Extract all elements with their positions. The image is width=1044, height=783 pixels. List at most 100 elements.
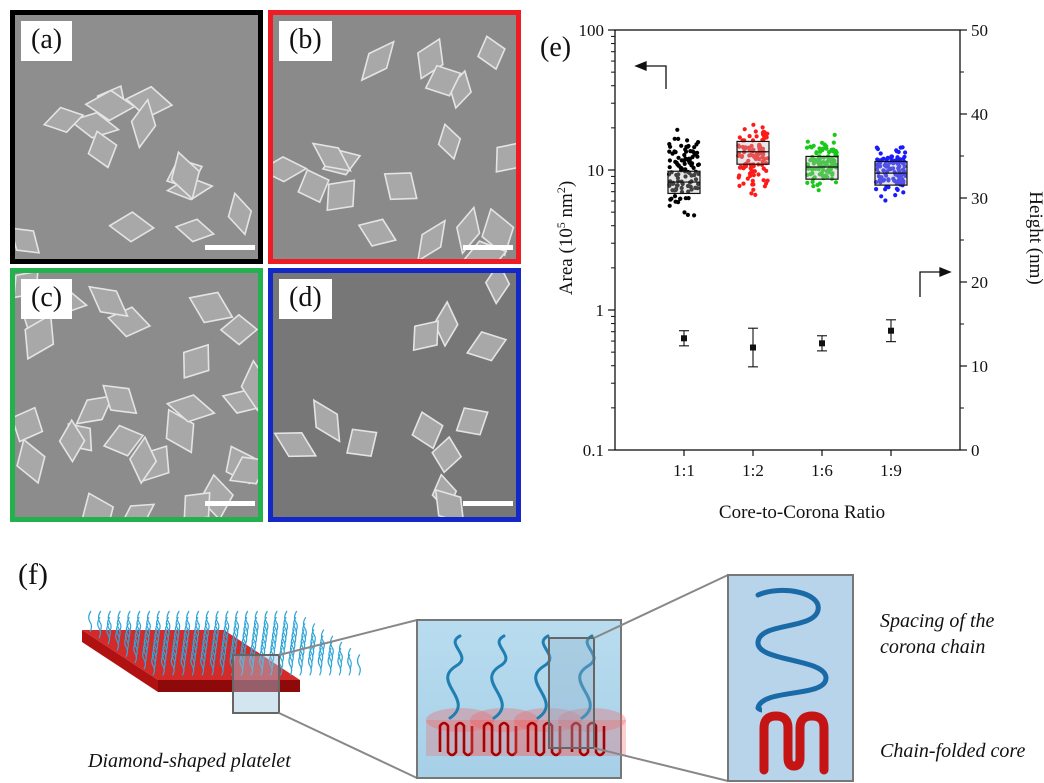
area-point — [737, 135, 742, 140]
area-point — [881, 168, 886, 173]
corona-chain — [337, 654, 342, 676]
area-height-chart: (e) 0.1 1 10 100 0 10 20 30 40 50 1:1 1:2 1:6 1:9 Cor… — [540, 21, 1044, 523]
single-chain-detail — [727, 574, 854, 782]
area-point — [676, 172, 681, 177]
corona-chain — [446, 634, 464, 720]
corona-chain — [117, 610, 122, 633]
area-point — [901, 190, 906, 195]
corona-chain — [142, 641, 147, 664]
platelet-particle — [240, 359, 258, 412]
platelet-particle — [434, 488, 465, 517]
corona-chain — [302, 623, 307, 645]
corona-chain — [317, 654, 322, 676]
panel-label-b: (b) — [279, 21, 332, 61]
corona-chain — [185, 616, 190, 639]
area-point — [742, 147, 747, 152]
area-point — [876, 174, 881, 179]
platelet-particle — [84, 89, 137, 122]
folded-core-chain — [526, 721, 562, 757]
corona-chain — [221, 641, 226, 664]
corona-chain — [215, 610, 220, 633]
area-point — [814, 150, 819, 155]
area-point — [878, 164, 883, 169]
platelet-particle — [273, 431, 318, 458]
area-point — [754, 134, 759, 139]
corona-chain — [174, 623, 179, 645]
corona-chain — [318, 647, 323, 670]
area-point — [895, 155, 900, 160]
corona-chain — [124, 629, 129, 651]
area-point — [679, 158, 684, 163]
area-point — [753, 192, 758, 197]
corona-chain — [282, 623, 287, 645]
area-point — [751, 187, 756, 192]
area-point — [682, 210, 687, 215]
area-point — [747, 153, 752, 158]
area-point — [885, 169, 890, 174]
x-axis-title: Core-to-Corona Ratio — [719, 502, 885, 523]
platelet-particle — [433, 300, 459, 348]
platelet-particle — [424, 64, 462, 97]
caption-spacing-line1: Spacing of the — [880, 610, 995, 632]
corona-chain — [181, 647, 186, 670]
corona-chain — [231, 641, 236, 664]
corona-chain — [195, 616, 200, 639]
area-point — [686, 143, 691, 149]
corona-chain — [311, 629, 316, 651]
right-tick-label: 30 — [971, 189, 988, 208]
area-point — [819, 170, 824, 175]
platelet-particle — [297, 168, 330, 204]
right-tick-label: 40 — [971, 105, 988, 124]
corona-chain — [191, 641, 196, 664]
area-point — [903, 150, 908, 155]
platelet-particle — [417, 37, 444, 80]
corona-chain — [253, 616, 258, 639]
area-point — [829, 160, 834, 165]
corona-chain — [186, 610, 191, 633]
area-point — [672, 188, 677, 193]
corona-chain — [290, 635, 295, 658]
area-point — [831, 140, 836, 145]
corona-chain — [308, 647, 313, 670]
area-point — [676, 155, 681, 160]
corona-chain — [261, 635, 266, 658]
area-point — [764, 168, 769, 173]
area-point — [819, 140, 825, 145]
area-point — [898, 145, 903, 150]
diamond-platelet — [82, 610, 361, 714]
corona-chain — [281, 629, 286, 651]
height-point — [750, 344, 756, 351]
area-point — [690, 155, 695, 160]
platelet-particle — [346, 428, 378, 458]
corona-chain — [250, 641, 255, 664]
scale-bar-d — [463, 501, 513, 506]
corona-chain — [302, 616, 307, 639]
area-point — [752, 169, 757, 174]
area-point — [683, 174, 688, 179]
corona-chain — [152, 641, 157, 664]
plot-frame — [614, 29, 961, 451]
area-point — [896, 166, 901, 171]
area-point — [761, 152, 766, 157]
area-point — [695, 154, 700, 159]
left-axis-title: Area (105 nm2) — [554, 181, 577, 295]
corona-chain — [163, 635, 168, 658]
corona-chain — [260, 641, 265, 664]
platelet-particle — [311, 142, 352, 172]
tem-image-c — [15, 273, 258, 517]
platelet-particle — [81, 492, 115, 517]
right-tick-label: 20 — [971, 273, 988, 292]
tem-image-a — [15, 84, 253, 254]
left-tick-label: 10 — [587, 161, 604, 180]
area-point — [753, 129, 758, 134]
area-point — [886, 178, 891, 183]
corona-chain — [534, 634, 552, 720]
platelet-particle — [15, 227, 41, 254]
area-point — [895, 161, 900, 166]
area-point — [751, 122, 756, 127]
area-point — [827, 150, 832, 155]
corona-chain — [222, 635, 227, 658]
corona-chain — [490, 634, 508, 720]
area-point — [895, 187, 900, 192]
area-point — [762, 130, 767, 135]
